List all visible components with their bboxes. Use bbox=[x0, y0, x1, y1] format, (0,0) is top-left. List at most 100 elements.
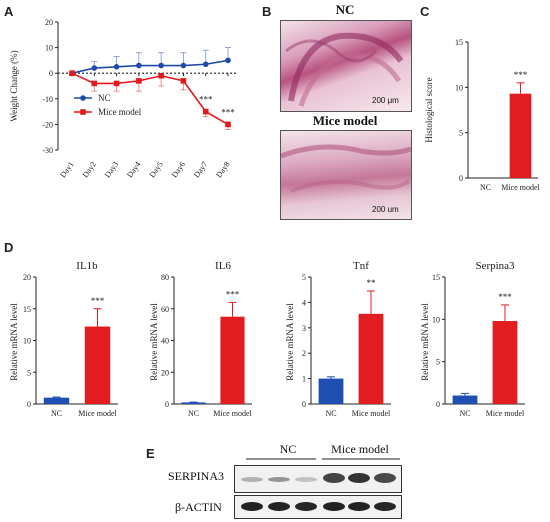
panel-d-4-x-tick-label: Mice model bbox=[486, 409, 525, 418]
panel-d-1-bar-nc bbox=[43, 397, 70, 404]
panel-a-point-model bbox=[113, 80, 120, 87]
wb-band bbox=[295, 502, 317, 511]
panel-letter-e: E bbox=[146, 446, 155, 461]
panel-d-2-bar-model bbox=[220, 316, 245, 404]
wb-band bbox=[323, 473, 345, 483]
panel-d-1-y-tick-label: 5 bbox=[27, 368, 31, 377]
panel-letter-a: A bbox=[4, 4, 14, 19]
wb-band bbox=[374, 502, 396, 511]
panel-a-point-model bbox=[91, 80, 98, 87]
legend-nc-label: NC bbox=[98, 93, 111, 103]
wb-band bbox=[374, 473, 396, 483]
panel-c-significance: *** bbox=[514, 70, 528, 80]
panel-d-4-y-tick-label: 10 bbox=[432, 315, 440, 324]
wb-band bbox=[348, 502, 370, 511]
panel-d-1-y-tick-label: 20 bbox=[23, 273, 31, 282]
legend-nc-marker bbox=[80, 95, 86, 101]
panel-d-4-x-tick-label: NC bbox=[459, 409, 470, 418]
panel-d-2-significance: *** bbox=[226, 289, 240, 299]
wb-strip-serpina3 bbox=[234, 465, 402, 493]
panel-d-4-y-tick-label: 15 bbox=[432, 273, 440, 282]
panel-a-significance: *** bbox=[221, 107, 235, 117]
panel-a-series-line-nc bbox=[71, 59, 229, 74]
panel-a-point-nc bbox=[136, 62, 142, 69]
legend-model-label: Mice model bbox=[98, 107, 142, 117]
panel-d-2-y-label: Relative mRNA level bbox=[149, 303, 159, 381]
panel-d-3-y-label: Relative mRNA level bbox=[285, 303, 295, 381]
panel-c-y-label: Histological score bbox=[424, 77, 434, 142]
panel-d-3-bar-nc bbox=[318, 378, 344, 404]
scalebar-label-nc: 200 μm bbox=[372, 96, 399, 105]
histology-image-nc bbox=[280, 20, 412, 112]
panel-a-point-nc bbox=[158, 62, 164, 69]
panel-a-y-tick-label: 10 bbox=[45, 44, 53, 53]
panel-c-x-tick-label: Mice model bbox=[501, 183, 540, 192]
panel-c-y-tick-label: 0 bbox=[459, 174, 463, 183]
panel-a-y-label: Weight Change (%) bbox=[9, 50, 19, 121]
panel-a-point-model bbox=[180, 78, 187, 84]
panel-a-point-model bbox=[136, 78, 142, 84]
panel-a-point-nc bbox=[113, 64, 120, 70]
panel-d-4-bar-model bbox=[492, 321, 518, 404]
wb-band bbox=[241, 477, 263, 482]
panel-c-y-tick-label: 15 bbox=[455, 38, 463, 47]
wb-band bbox=[268, 477, 290, 482]
panel-d-3-title: Tnf bbox=[353, 260, 369, 272]
panel-d-2-y-tick-label: 60 bbox=[161, 305, 169, 314]
panel-d-4-y-label: Relative mRNA level bbox=[420, 303, 430, 381]
wb-group-label-model: Mice model bbox=[331, 442, 389, 456]
panel-a-x-tick-label: Day8 bbox=[214, 160, 231, 179]
panel-c-x-tick-label: NC bbox=[480, 183, 491, 192]
panel-d-2-x-tick-label: Mice model bbox=[213, 409, 252, 418]
panel-a-x-tick-label: Day7 bbox=[192, 160, 209, 179]
panel-a-x-tick-label: Day4 bbox=[125, 160, 142, 179]
panel-d-3-bar-model bbox=[358, 313, 384, 404]
panel-d-3-y-tick-label: 5 bbox=[302, 273, 306, 282]
panel-c-bar-model bbox=[509, 93, 532, 178]
histology-texture-model bbox=[281, 144, 411, 193]
panel-d-3-y-tick-label: 0 bbox=[302, 400, 306, 409]
panel-d-2-bar-nc bbox=[181, 402, 206, 404]
wb-band bbox=[323, 502, 345, 511]
panel-a-y-tick-label: 20 bbox=[45, 18, 53, 27]
panel-d-1-bar-model bbox=[84, 326, 111, 404]
panel-a-x-tick-label: Day5 bbox=[147, 160, 164, 179]
panel-a-point-model bbox=[69, 70, 75, 76]
wb-band bbox=[241, 502, 263, 511]
panel-d-3-significance: ** bbox=[367, 278, 377, 288]
panel-a-significance: *** bbox=[199, 95, 213, 105]
panel-c-y-tick-label: 10 bbox=[455, 83, 463, 92]
panel-a-y-tick-label: -10 bbox=[42, 95, 53, 104]
histology-title-nc: NC bbox=[335, 2, 355, 17]
panel-d-3-y-tick-label: 3 bbox=[302, 324, 306, 333]
panel-letter-b: B bbox=[262, 4, 272, 19]
panel-d-2-title: IL6 bbox=[215, 260, 231, 272]
panel-a-point-model bbox=[202, 108, 209, 115]
panel-d-2-x-tick-label: NC bbox=[188, 409, 199, 418]
panel-a-x-tick-label: Day3 bbox=[103, 160, 120, 179]
panel-d-3-x-tick-label: Mice model bbox=[352, 409, 391, 418]
panel-d-3-y-tick-label: 2 bbox=[302, 349, 306, 358]
legend-model-marker bbox=[80, 109, 86, 115]
panel-d-1-y-tick-label: 0 bbox=[27, 400, 31, 409]
panel-a-series-line-model bbox=[71, 72, 229, 126]
wb-band bbox=[348, 473, 370, 483]
panel-d-2-y-tick-label: 20 bbox=[161, 368, 169, 377]
panel-a-x-tick-label: Day1 bbox=[58, 160, 75, 179]
histology-image-model bbox=[280, 130, 412, 220]
wb-strip-actin bbox=[234, 495, 402, 519]
panel-a-point-nc bbox=[225, 57, 231, 64]
wb-band bbox=[268, 502, 290, 511]
scalebar-label-model: 200 um bbox=[372, 205, 399, 214]
histology-texture-nc bbox=[285, 32, 404, 107]
panel-letter-d: D bbox=[4, 240, 14, 255]
panel-a-point-nc bbox=[180, 62, 187, 69]
panel-a-point-nc bbox=[91, 65, 98, 71]
panel-d-2-y-tick-label: 80 bbox=[161, 273, 169, 282]
panel-a-y-tick-label: -20 bbox=[42, 120, 53, 129]
panel-c-y-tick-label: 5 bbox=[459, 129, 463, 138]
panel-d-3-y-tick-label: 4 bbox=[302, 298, 306, 307]
panel-d-1-x-tick-label: NC bbox=[51, 409, 62, 418]
panel-a-point-nc bbox=[202, 61, 209, 68]
panel-d-3-x-tick-label: NC bbox=[325, 409, 336, 418]
